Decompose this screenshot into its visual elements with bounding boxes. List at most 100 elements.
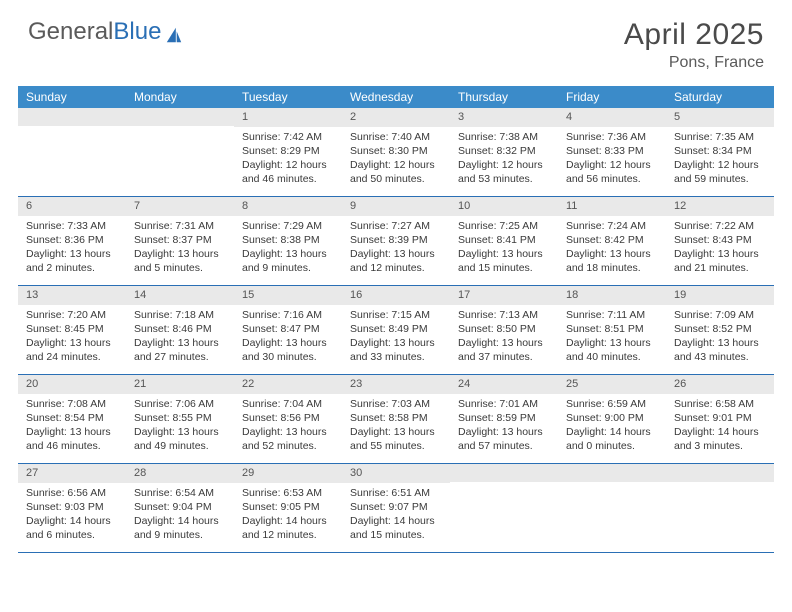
weekday-sunday: Sunday [18,86,126,108]
day-info-line: Sunset: 9:07 PM [350,500,442,514]
day-info-line: Sunrise: 7:13 AM [458,308,550,322]
day-cell-body [18,126,126,186]
day-info-line: Sunset: 8:58 PM [350,411,442,425]
day-cell: 6Sunrise: 7:33 AMSunset: 8:36 PMDaylight… [18,197,126,285]
day-info-line: Sunset: 8:51 PM [566,322,658,336]
day-number: 19 [666,286,774,305]
day-cell: 11Sunrise: 7:24 AMSunset: 8:42 PMDayligh… [558,197,666,285]
day-cell-body: Sunrise: 7:09 AMSunset: 8:52 PMDaylight:… [666,305,774,369]
day-info-line: and 57 minutes. [458,439,550,453]
day-info-line: and 3 minutes. [674,439,766,453]
day-info-line: Daylight: 13 hours [242,425,334,439]
day-cell-empty [666,464,774,552]
day-cell-body: Sunrise: 6:53 AMSunset: 9:05 PMDaylight:… [234,483,342,547]
day-info-line: Sunset: 8:49 PM [350,322,442,336]
day-cell: 26Sunrise: 6:58 AMSunset: 9:01 PMDayligh… [666,375,774,463]
day-number: 16 [342,286,450,305]
day-cell-body: Sunrise: 7:35 AMSunset: 8:34 PMDaylight:… [666,127,774,191]
day-number [126,108,234,126]
day-info-line: Sunrise: 7:22 AM [674,219,766,233]
day-number: 17 [450,286,558,305]
day-cell: 14Sunrise: 7:18 AMSunset: 8:46 PMDayligh… [126,286,234,374]
day-info-line: and 18 minutes. [566,261,658,275]
day-cell-empty [450,464,558,552]
day-number: 5 [666,108,774,127]
day-info-line: and 9 minutes. [242,261,334,275]
day-cell-body: Sunrise: 7:27 AMSunset: 8:39 PMDaylight:… [342,216,450,280]
day-cell: 29Sunrise: 6:53 AMSunset: 9:05 PMDayligh… [234,464,342,552]
day-info-line: Daylight: 13 hours [26,247,118,261]
day-info-line: Sunrise: 7:11 AM [566,308,658,322]
day-info-line: and 2 minutes. [26,261,118,275]
day-info-line: Sunset: 9:04 PM [134,500,226,514]
day-cell-body: Sunrise: 7:08 AMSunset: 8:54 PMDaylight:… [18,394,126,458]
day-info-line: Sunset: 8:29 PM [242,144,334,158]
day-info-line: and 15 minutes. [458,261,550,275]
day-info-line: Sunset: 8:43 PM [674,233,766,247]
day-cell: 4Sunrise: 7:36 AMSunset: 8:33 PMDaylight… [558,108,666,196]
week-row: 27Sunrise: 6:56 AMSunset: 9:03 PMDayligh… [18,464,774,553]
day-number: 20 [18,375,126,394]
day-info-line: Sunrise: 7:29 AM [242,219,334,233]
weekday-header-row: Sunday Monday Tuesday Wednesday Thursday… [18,86,774,108]
day-cell-body: Sunrise: 7:03 AMSunset: 8:58 PMDaylight:… [342,394,450,458]
day-cell: 1Sunrise: 7:42 AMSunset: 8:29 PMDaylight… [234,108,342,196]
day-cell: 2Sunrise: 7:40 AMSunset: 8:30 PMDaylight… [342,108,450,196]
day-info-line: Sunrise: 7:09 AM [674,308,766,322]
day-info-line: Sunset: 8:56 PM [242,411,334,425]
day-number [666,464,774,482]
day-info-line: Sunset: 8:39 PM [350,233,442,247]
day-cell-body [450,482,558,542]
weeks-container: 1Sunrise: 7:42 AMSunset: 8:29 PMDaylight… [18,108,774,553]
day-info-line: Sunset: 8:59 PM [458,411,550,425]
day-info-line: and 12 minutes. [242,528,334,542]
header: GeneralBlue April 2025 Pons, France [0,0,792,80]
logo-sail-icon [165,23,183,41]
day-info-line: Daylight: 13 hours [134,425,226,439]
day-info-line: Sunrise: 6:51 AM [350,486,442,500]
day-info-line: Sunset: 8:54 PM [26,411,118,425]
day-cell: 3Sunrise: 7:38 AMSunset: 8:32 PMDaylight… [450,108,558,196]
day-info-line: Sunrise: 7:35 AM [674,130,766,144]
day-cell: 22Sunrise: 7:04 AMSunset: 8:56 PMDayligh… [234,375,342,463]
day-info-line: Sunset: 9:00 PM [566,411,658,425]
day-cell: 18Sunrise: 7:11 AMSunset: 8:51 PMDayligh… [558,286,666,374]
day-cell: 20Sunrise: 7:08 AMSunset: 8:54 PMDayligh… [18,375,126,463]
day-cell: 17Sunrise: 7:13 AMSunset: 8:50 PMDayligh… [450,286,558,374]
day-info-line: and 46 minutes. [242,172,334,186]
day-info-line: Sunrise: 7:33 AM [26,219,118,233]
day-info-line: Daylight: 13 hours [26,336,118,350]
day-cell: 15Sunrise: 7:16 AMSunset: 8:47 PMDayligh… [234,286,342,374]
day-cell-body: Sunrise: 7:06 AMSunset: 8:55 PMDaylight:… [126,394,234,458]
day-cell: 21Sunrise: 7:06 AMSunset: 8:55 PMDayligh… [126,375,234,463]
day-info-line: Sunrise: 6:54 AM [134,486,226,500]
day-info-line: Sunrise: 7:25 AM [458,219,550,233]
day-cell-body: Sunrise: 7:01 AMSunset: 8:59 PMDaylight:… [450,394,558,458]
day-cell: 5Sunrise: 7:35 AMSunset: 8:34 PMDaylight… [666,108,774,196]
day-cell-body [558,482,666,542]
day-info-line: Daylight: 13 hours [134,336,226,350]
day-info-line: Daylight: 14 hours [566,425,658,439]
day-info-line: Sunrise: 7:15 AM [350,308,442,322]
day-info-line: Sunrise: 6:56 AM [26,486,118,500]
day-info-line: and 12 minutes. [350,261,442,275]
day-cell: 9Sunrise: 7:27 AMSunset: 8:39 PMDaylight… [342,197,450,285]
day-info-line: Daylight: 14 hours [242,514,334,528]
day-info-line: Sunset: 8:52 PM [674,322,766,336]
day-number: 30 [342,464,450,483]
day-info-line: Sunrise: 6:59 AM [566,397,658,411]
day-info-line: Sunrise: 7:20 AM [26,308,118,322]
day-info-line: Daylight: 14 hours [674,425,766,439]
day-number: 3 [450,108,558,127]
day-info-line: Sunrise: 7:16 AM [242,308,334,322]
week-row: 13Sunrise: 7:20 AMSunset: 8:45 PMDayligh… [18,286,774,375]
day-info-line: and 55 minutes. [350,439,442,453]
day-number: 11 [558,197,666,216]
day-cell-body: Sunrise: 7:36 AMSunset: 8:33 PMDaylight:… [558,127,666,191]
day-number [558,464,666,482]
day-number: 25 [558,375,666,394]
day-cell: 7Sunrise: 7:31 AMSunset: 8:37 PMDaylight… [126,197,234,285]
title-block: April 2025 Pons, France [624,18,764,72]
day-info-line: and 33 minutes. [350,350,442,364]
day-cell-body: Sunrise: 7:16 AMSunset: 8:47 PMDaylight:… [234,305,342,369]
